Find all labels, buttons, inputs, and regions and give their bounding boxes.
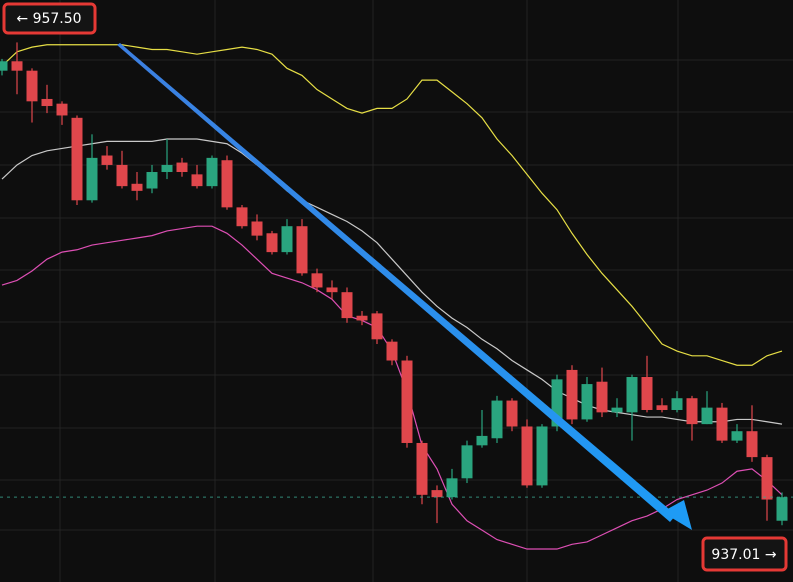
candle-body	[641, 377, 653, 410]
candles	[0, 42, 793, 526]
candle-body	[731, 431, 743, 441]
candle-body	[116, 164, 128, 187]
candle-body	[581, 384, 593, 420]
candle-body	[11, 61, 23, 71]
candle-body	[521, 426, 533, 486]
candle-body	[176, 162, 188, 173]
candle-body	[626, 377, 638, 413]
band-line	[1, 44, 783, 366]
candle-body	[71, 117, 83, 201]
candle-body	[311, 273, 323, 288]
candle-body	[26, 70, 38, 102]
candle-body	[356, 315, 368, 321]
label-box	[701, 536, 788, 572]
low-label: 937.01 →	[701, 536, 788, 572]
candle-body	[296, 226, 308, 274]
label-box	[2, 2, 97, 35]
candle-body	[146, 172, 158, 189]
arrow-shaft	[117, 43, 676, 522]
candle-body	[281, 226, 293, 253]
candle-body	[461, 445, 473, 479]
candle-body	[161, 164, 173, 173]
candle-body	[101, 155, 113, 165]
candle-body	[776, 497, 788, 521]
candle-body	[326, 287, 338, 293]
candle-body	[476, 435, 488, 446]
candle-body	[611, 407, 623, 413]
arrow-head	[662, 500, 692, 530]
candle-body	[431, 490, 443, 498]
candle-body	[746, 431, 758, 458]
candle-body	[416, 442, 428, 495]
candle-body	[236, 207, 248, 227]
candle-body	[701, 407, 713, 425]
candle-body	[566, 369, 578, 420]
candle-body	[131, 183, 143, 191]
candle-body	[191, 174, 203, 187]
high-label: ← 957.50	[2, 2, 97, 35]
candle-body	[656, 405, 668, 410]
candle-body	[221, 160, 233, 208]
candle-body	[671, 398, 683, 410]
candle-body	[551, 379, 563, 427]
candle-body	[686, 398, 698, 425]
candle-body	[446, 478, 458, 498]
candle-body	[0, 61, 8, 71]
candle-body	[491, 400, 503, 439]
candle-body	[41, 98, 53, 107]
candle-body	[56, 103, 68, 116]
candle-body	[341, 292, 353, 319]
candle-body	[761, 457, 773, 500]
candle-body	[716, 407, 728, 441]
candle-body	[266, 233, 278, 253]
candle-body	[206, 157, 218, 187]
candle-body	[386, 341, 398, 361]
candle-body	[536, 426, 548, 486]
high-price-label: ← 957.50	[16, 11, 81, 27]
candle-body	[596, 381, 608, 413]
candle-body	[371, 313, 383, 340]
candle-body	[251, 221, 263, 236]
candle-body	[86, 157, 98, 201]
candle-body	[506, 400, 518, 427]
band-line	[1, 138, 783, 425]
low-price-label: 937.01 →	[711, 547, 776, 563]
trend-arrow	[117, 43, 692, 530]
candle-body	[401, 360, 413, 443]
